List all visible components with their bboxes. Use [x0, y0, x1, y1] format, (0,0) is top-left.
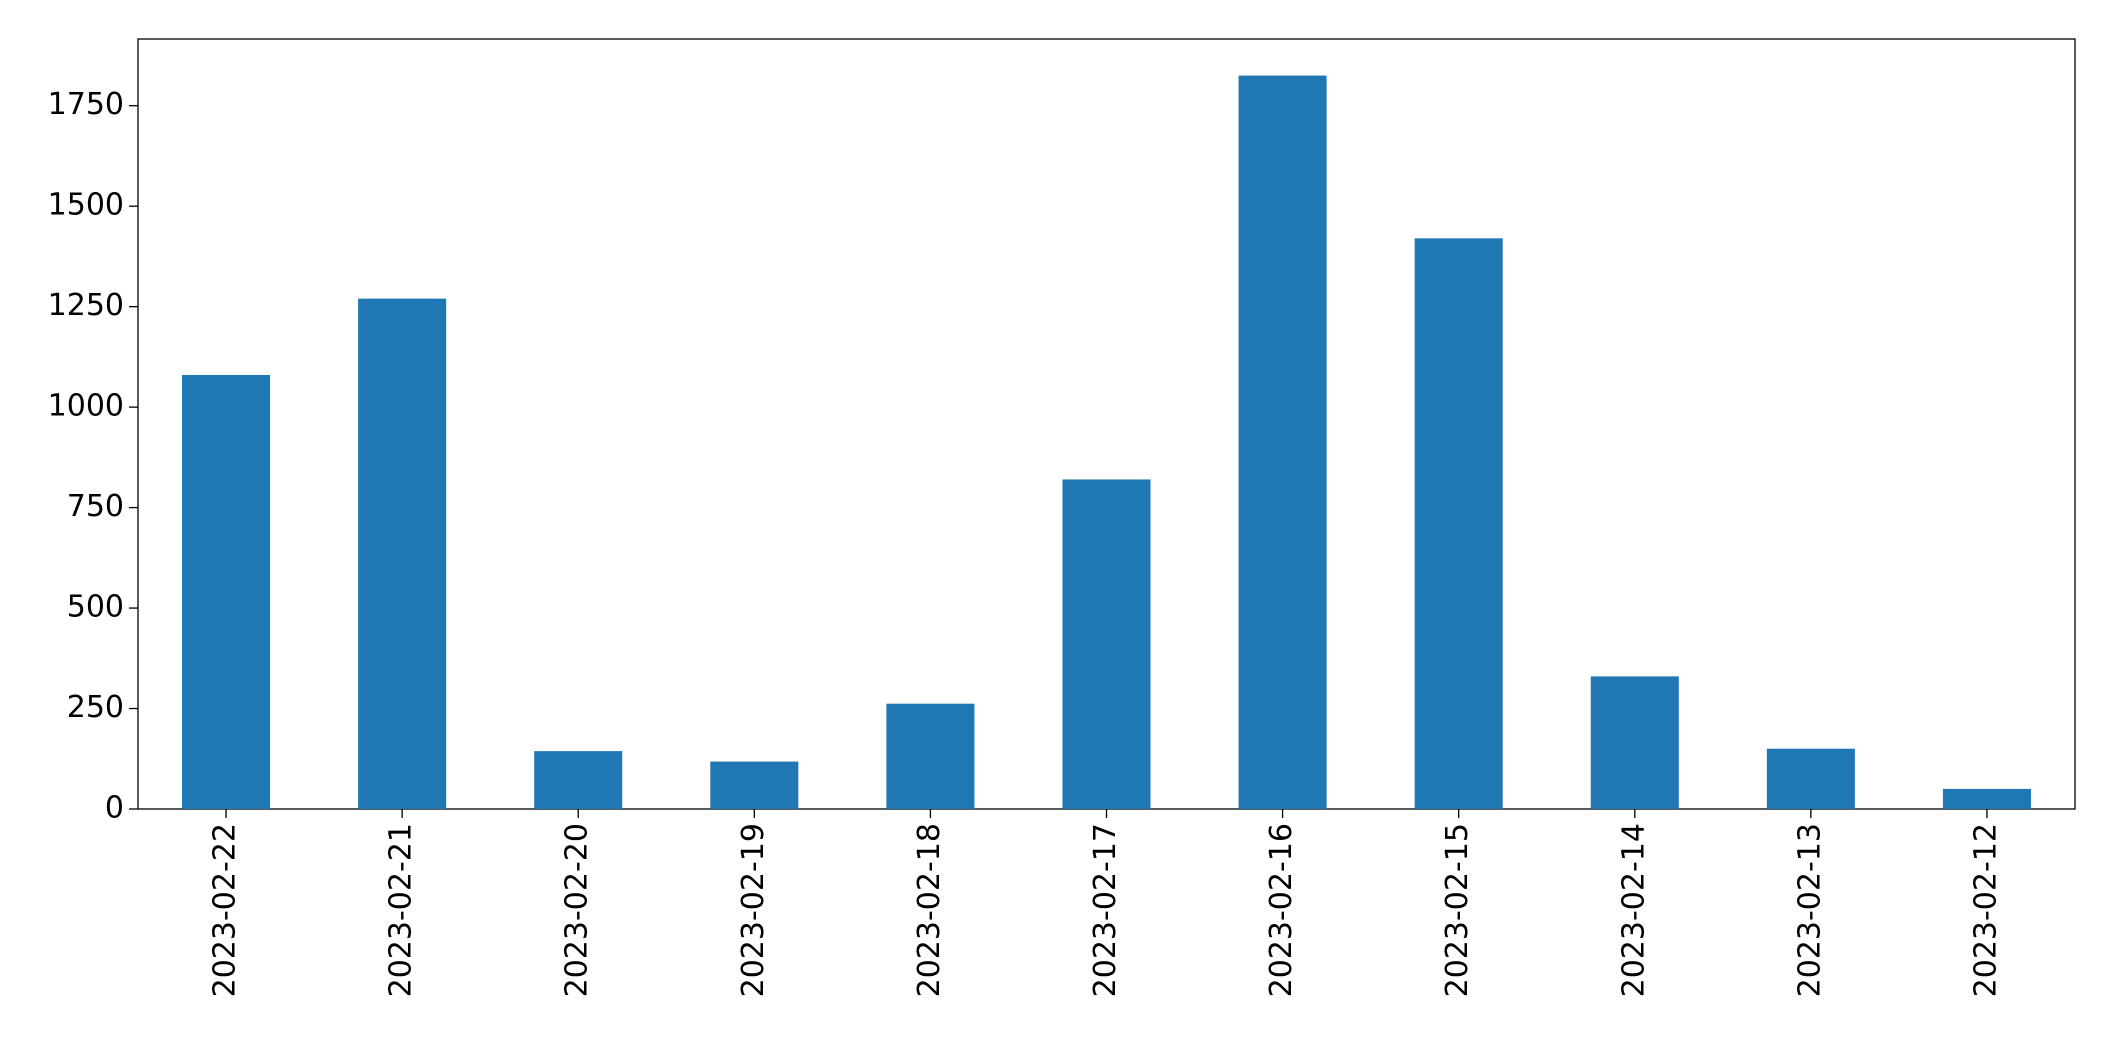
x-tick-label: 2023-02-21 — [384, 823, 419, 997]
x-tick-label: 2023-02-12 — [1968, 823, 2003, 997]
x-tick-label: 2023-02-22 — [208, 823, 243, 997]
y-tick-label: 1250 — [48, 288, 124, 323]
x-tick-label: 2023-02-18 — [912, 823, 947, 997]
y-tick-label: 250 — [67, 690, 124, 725]
y-tick-label: 1500 — [48, 188, 124, 223]
y-tick-label: 500 — [67, 590, 124, 625]
y-tick-label: 1750 — [48, 87, 124, 122]
bar — [358, 298, 447, 809]
x-tick-label: 2023-02-14 — [1616, 823, 1651, 997]
x-tick-label: 2023-02-19 — [736, 823, 771, 997]
y-tick-label: 0 — [105, 791, 124, 826]
bar — [1942, 788, 2031, 809]
x-tick-label: 2023-02-20 — [560, 823, 595, 997]
bar — [182, 374, 271, 809]
x-tick-label: 2023-02-13 — [1792, 823, 1827, 997]
bar — [886, 703, 975, 809]
bar — [710, 761, 799, 809]
bar — [1238, 75, 1327, 809]
bar — [1062, 479, 1151, 809]
bar — [1766, 748, 1855, 809]
x-tick-label: 2023-02-16 — [1264, 823, 1299, 997]
bar — [534, 751, 623, 809]
x-tick-label: 2023-02-17 — [1088, 823, 1123, 997]
bar — [1590, 676, 1679, 809]
y-tick-label: 750 — [67, 489, 124, 524]
bar — [1414, 238, 1503, 810]
y-tick-label: 1000 — [48, 389, 124, 424]
x-tick-label: 2023-02-15 — [1440, 823, 1475, 997]
